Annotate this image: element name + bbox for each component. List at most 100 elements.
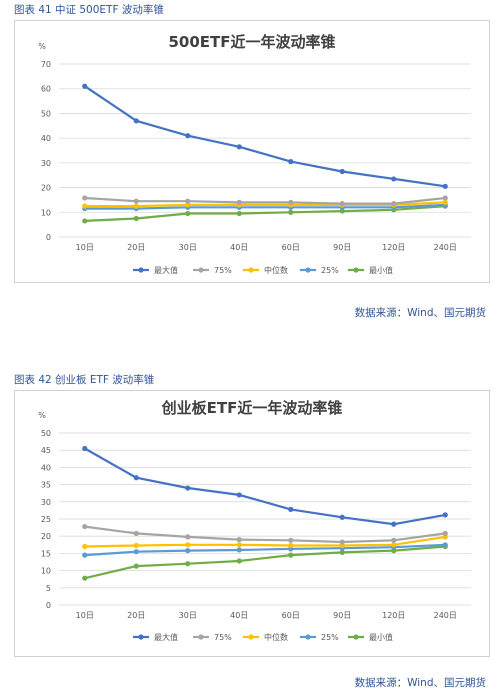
x-tick-label: 20日 — [127, 243, 145, 252]
line-chart-500etf: 500ETF近一年波动率锥% 0 10 20 30 40 50 60 70 10日 20日 30日 40… — [38, 33, 471, 275]
data-point — [288, 506, 294, 512]
y-tick-label: 0 — [46, 601, 51, 610]
data-point — [391, 176, 397, 182]
data-point — [236, 492, 242, 498]
data-point — [82, 83, 88, 89]
x-tick-label: 240日 — [434, 611, 457, 620]
data-point — [442, 512, 448, 518]
chart-title: 500ETF近一年波动率锥 — [168, 33, 335, 51]
source-note: 数据来源：Wind、国元期货 — [354, 677, 486, 689]
data-point — [185, 485, 191, 491]
data-point — [82, 523, 88, 530]
data-point — [442, 542, 448, 548]
data-point — [391, 542, 397, 548]
data-point — [185, 534, 191, 540]
y-axis-unit: % — [38, 411, 46, 420]
data-point — [82, 203, 88, 209]
data-point — [236, 537, 242, 543]
data-point — [339, 549, 345, 555]
x-tick-label: 10日 — [76, 611, 94, 620]
chart-panel-chinext-etf: 创业板ETF近一年波动率锥% 0 5 10 15 20 25 30 35 40 45 50 10日 20日… — [14, 390, 490, 657]
data-point — [442, 199, 448, 205]
legend-marker — [248, 634, 254, 640]
y-tick-label: 30 — [41, 159, 51, 168]
series-line — [84, 535, 446, 548]
legend-marker — [138, 267, 144, 273]
legend-label: 75% — [214, 633, 232, 642]
data-point — [339, 168, 345, 175]
data-point — [185, 561, 191, 567]
y-tick-label: 40 — [41, 134, 51, 143]
x-tick-label: 240日 — [434, 243, 457, 252]
y-tick-label: 25 — [41, 515, 51, 524]
legend-marker — [305, 634, 311, 640]
data-point — [288, 159, 294, 165]
chart-title: 创业板ETF近一年波动率锥 — [161, 399, 343, 417]
data-point — [133, 549, 139, 555]
legend-label: 最小值 — [369, 632, 393, 642]
data-point — [339, 539, 345, 545]
data-point — [236, 547, 242, 553]
data-point — [82, 543, 88, 550]
series-line — [84, 196, 446, 205]
data-point — [236, 210, 242, 217]
x-tick-label: 120日 — [382, 611, 405, 620]
data-point — [442, 183, 448, 189]
data-point — [339, 201, 345, 207]
data-point — [339, 514, 345, 520]
data-point — [185, 133, 191, 139]
data-point — [133, 542, 139, 549]
data-point — [82, 445, 88, 452]
legend-label: 中位数 — [264, 632, 288, 642]
x-tick-label: 60日 — [282, 243, 300, 252]
data-point — [82, 218, 88, 224]
data-point — [133, 215, 139, 222]
data-point — [185, 198, 191, 204]
data-point — [442, 195, 448, 201]
data-point — [133, 118, 139, 124]
figure-caption: 图表 42 创业板 ETF 波动率锥 — [14, 374, 155, 386]
series-line — [84, 205, 446, 222]
y-tick-label: 60 — [41, 85, 51, 94]
x-tick-label: 120日 — [382, 243, 405, 252]
y-tick-label: 40 — [41, 463, 51, 472]
data-point — [391, 521, 397, 527]
y-tick-label: 50 — [41, 109, 51, 118]
x-tick-label: 90日 — [333, 611, 351, 620]
y-tick-label: 10 — [41, 208, 51, 217]
x-tick-label: 40日 — [230, 611, 248, 620]
legend-marker — [353, 634, 359, 640]
legend-marker — [305, 267, 311, 273]
x-tick-label: 30日 — [179, 243, 197, 252]
data-point — [133, 563, 139, 569]
data-point — [288, 199, 294, 205]
series-line — [84, 85, 446, 188]
y-tick-label: 30 — [41, 498, 51, 507]
x-tick-label: 40日 — [230, 243, 248, 252]
x-tick-label: 20日 — [127, 611, 145, 620]
y-tick-label: 50 — [41, 429, 51, 438]
legend-label: 最大值 — [154, 632, 178, 642]
legend-marker — [138, 634, 144, 640]
data-point — [82, 552, 88, 558]
series-line — [84, 447, 446, 526]
data-point — [133, 203, 139, 209]
legend-label: 中位数 — [264, 265, 288, 275]
data-point — [236, 542, 242, 548]
y-tick-label: 45 — [41, 446, 51, 455]
legend-marker — [353, 267, 359, 273]
y-tick-label: 35 — [41, 481, 51, 490]
data-point — [391, 201, 397, 207]
series-line — [84, 545, 446, 580]
data-point — [185, 548, 191, 554]
data-point — [185, 542, 191, 548]
data-point — [82, 195, 88, 201]
data-point — [236, 199, 242, 205]
legend-marker — [198, 267, 204, 273]
legend-label: 最小值 — [369, 265, 393, 275]
legend-label: 25% — [321, 633, 339, 642]
legend-label: 75% — [214, 266, 232, 275]
data-point — [82, 575, 88, 581]
data-point — [288, 542, 294, 549]
x-tick-label: 10日 — [76, 243, 94, 252]
